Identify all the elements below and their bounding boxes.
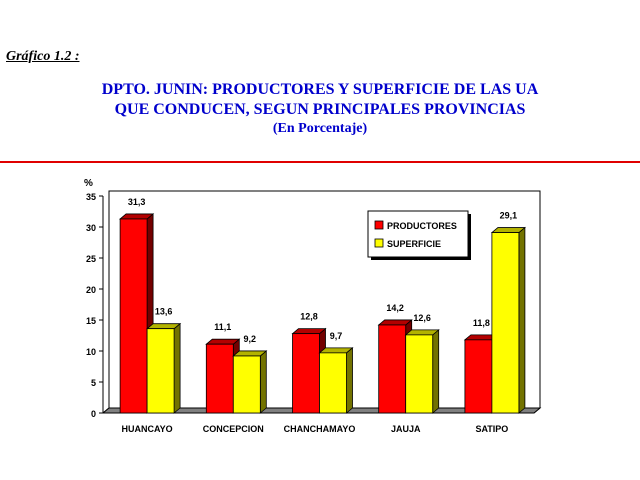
y-axis-label: % [84, 178, 93, 189]
title-line-1: DPTO. JUNIN: PRODUCTORES Y SUPERFICIE DE… [101, 81, 539, 98]
figure-label: Gráfico 1.2 : [6, 49, 80, 64]
y-tick-label: 15 [86, 316, 96, 326]
bar-superficie-satipo [490, 226, 527, 414]
y-tick-label: 20 [86, 285, 96, 295]
data-label: 31,3 [128, 197, 146, 207]
red-divider [0, 161, 640, 163]
x-tick-label: CHANCHAMAYO [284, 424, 356, 434]
data-label: 29,1 [500, 211, 518, 221]
legend-box [367, 210, 469, 258]
data-label: 13,6 [155, 307, 173, 317]
legend-label: SUPERFICIE [387, 239, 441, 249]
bar-superficie-jauja [404, 329, 440, 414]
data-label: 9,2 [244, 334, 257, 344]
y-tick-label: 10 [86, 347, 96, 357]
legend-swatch [374, 220, 384, 230]
data-label: 14,2 [386, 303, 404, 313]
bar-superficie-chanchamayo [318, 347, 354, 414]
legend-swatch [374, 238, 384, 248]
y-tick-label: 5 [91, 378, 96, 388]
data-label: 11,8 [473, 318, 490, 328]
data-label: 12,8 [300, 312, 318, 322]
data-label: 11,1 [214, 322, 231, 332]
y-tick-label: 25 [86, 254, 96, 264]
y-tick-label: 30 [86, 223, 96, 233]
legend-label: PRODUCTORES [387, 221, 457, 231]
data-label: 12,6 [413, 313, 431, 323]
title-line-3: (En Porcentaje) [272, 121, 368, 136]
x-tick-label: HUANCAYO [122, 424, 173, 434]
x-tick-label: SATIPO [475, 424, 508, 434]
bar-superficie-huancayo [145, 322, 182, 414]
title-line-2: QUE CONDUCEN, SEGUN PRINCIPALES PROVINCI… [114, 101, 526, 118]
chart-title: DPTO. JUNIN: PRODUCTORES Y SUPERFICIE DE… [0, 80, 640, 138]
data-label: 9,7 [330, 331, 343, 341]
bar-superficie-concepcion [232, 350, 268, 414]
y-tick-label: 35 [86, 192, 96, 202]
y-tick-label: 0 [91, 409, 96, 419]
x-tick-label: JAUJA [391, 424, 421, 434]
x-tick-label: CONCEPCION [203, 424, 264, 434]
